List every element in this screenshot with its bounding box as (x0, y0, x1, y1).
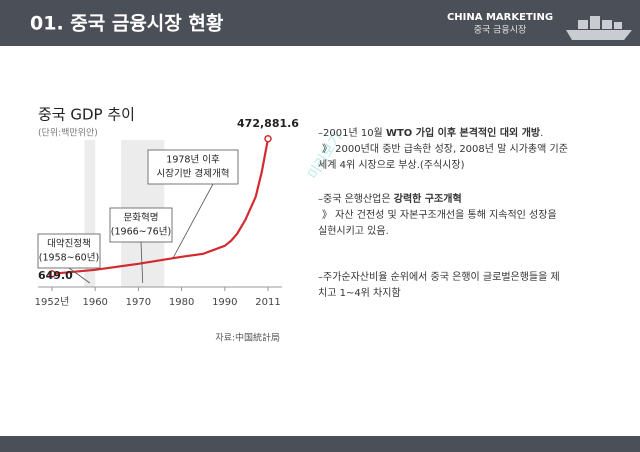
bullet-text: 》 2000년대 중반 급속한 성장, 2008년 말 시가총액 기준 (322, 143, 568, 155)
gdp-line (51, 138, 270, 275)
chart-subtitle: (단위:백만위안) (38, 128, 98, 139)
bullet-text: 세계 4위 시장으로 부상.(주식시장) (318, 158, 465, 171)
annotation-box (37, 233, 101, 269)
annotation-text: 시장기반 경제개혁 (157, 168, 230, 180)
bullet-text: –2001년 10월 (318, 127, 386, 139)
annotation-text: 대약진정책 (47, 238, 91, 250)
bullet-line: 세계 4위 시장으로 부상.(주식시장) (318, 158, 465, 171)
bullet-line: 》 자산 건전성 및 자본구조개선을 통해 지속적인 성장을 (322, 208, 557, 221)
bullet-line: –2001년 10월 WTO 가입 이후 본격적인 대외 개방. (318, 126, 543, 139)
bullet-text: –주가순자산비율 순위에서 중국 은행이 글로벌은행들을 제 (318, 270, 560, 283)
x-tick-label: 1970 (126, 297, 151, 308)
bullet-line: 치고 1~4위 차지함 (318, 286, 401, 299)
footer-bar (0, 436, 640, 452)
end-point (48, 270, 56, 278)
period-band (84, 140, 96, 287)
x-tick-label: 2011 (255, 297, 280, 308)
x-tick-label: 1980 (169, 297, 194, 308)
end-point (264, 135, 272, 143)
bullet-text: 》 자산 건전성 및 자본구조개선을 통해 지속적인 성장을 (322, 208, 557, 221)
bullet-text: 실현시키고 있음. (318, 225, 389, 237)
annotation-box (109, 207, 173, 243)
leader-line (172, 183, 214, 259)
x-tick-label: 1990 (212, 297, 237, 308)
annotation-text: (1966~76년) (111, 227, 171, 238)
header-brand: CHINA MARKETING (447, 12, 553, 23)
gdp-chart: 중국 GDP 추이 (단위:백만위안) 자료:中国統計局 1952년 1960 19… (35, 106, 300, 344)
annotation-text: 문화혁명 (124, 213, 159, 224)
bullet-text: –중국 은행산업은 (318, 192, 394, 205)
x-tick-label: 1960 (82, 297, 107, 308)
leader-line (68, 267, 91, 284)
bullet-text: 강력한 구조개혁 (394, 192, 462, 205)
value-label: 649.0 (38, 269, 73, 282)
bullet-line: 실현시키고 있음. (318, 225, 389, 237)
bullet-line: –중국 은행산업은 강력한 구조개혁 (318, 192, 462, 205)
chart-title: 중국 GDP 추이 (38, 106, 135, 124)
bullet-text: WTO 가입 이후 본격적인 대외 개방 (386, 126, 541, 139)
bullet-line: 》 2000년대 중반 급속한 성장, 2008년 말 시가총액 기준 (322, 143, 568, 155)
annotation-box (147, 149, 239, 185)
header-subtitle: 중국 금융시장 (474, 25, 527, 36)
chart-source: 자료:中国統計局 (215, 332, 280, 344)
bullet-text: . (540, 128, 543, 139)
value-label: 472,881.6 (237, 117, 299, 130)
x-tick-label: 1952년 (35, 296, 70, 308)
header-bar (0, 0, 640, 46)
header-title: 01. 중국 금융시장 현황 (30, 12, 224, 35)
ship-icon (566, 16, 632, 40)
bullet-line: –주가순자산비율 순위에서 중국 은행이 글로벌은행들을 제 (318, 270, 560, 283)
annotation-text: 1978년 이후 (166, 155, 220, 166)
leader-line (140, 241, 144, 284)
annotation-text: (1958~60년) (39, 253, 99, 264)
bullet-text: 치고 1~4위 차지함 (318, 286, 401, 299)
